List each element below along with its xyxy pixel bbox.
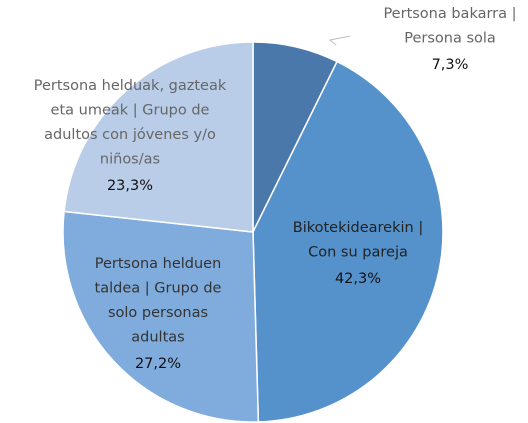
value-label: 27,2% bbox=[135, 356, 181, 372]
slice-label: Pertsona bakarra | Persona sola bbox=[383, 6, 516, 47]
slice-label-line: eta umeak | Grupo de bbox=[51, 103, 210, 119]
slice-label: Pertsona helduak, gazteak eta umeak | Gru… bbox=[34, 78, 227, 168]
slice-label-line: Con su pareja bbox=[308, 245, 408, 261]
pie-slice bbox=[252, 60, 444, 423]
value-label: 42,3% bbox=[335, 271, 381, 287]
slice-label-line: taldea | Grupo de bbox=[95, 281, 222, 297]
slice-label-line: Persona sola bbox=[404, 31, 496, 47]
value-label: 23,3% bbox=[107, 178, 153, 194]
pie-slice bbox=[63, 41, 254, 233]
slice-label: Pertsona helduen taldea | Grupo de solo pe… bbox=[95, 256, 222, 346]
slice-label-line: solo personas bbox=[108, 305, 208, 321]
slice-label-line: Pertsona bakarra | bbox=[383, 6, 516, 22]
slice-label-line: Pertsona helduen bbox=[95, 256, 222, 272]
value-label: 7,3% bbox=[432, 57, 469, 73]
slice-label-line: adultos con jóvenes y/o bbox=[44, 127, 216, 143]
leader-line bbox=[328, 35, 351, 46]
pie-slice bbox=[62, 210, 260, 423]
slice-label: Bikotekidearekin | Con su pareja bbox=[293, 220, 423, 261]
slice-label-line: Bikotekidearekin | bbox=[293, 220, 423, 236]
slice-label-line: adultas bbox=[131, 330, 184, 346]
slice-label-line: Pertsona helduak, gazteak bbox=[34, 78, 227, 94]
slice-label-line: niños/as bbox=[100, 152, 160, 168]
